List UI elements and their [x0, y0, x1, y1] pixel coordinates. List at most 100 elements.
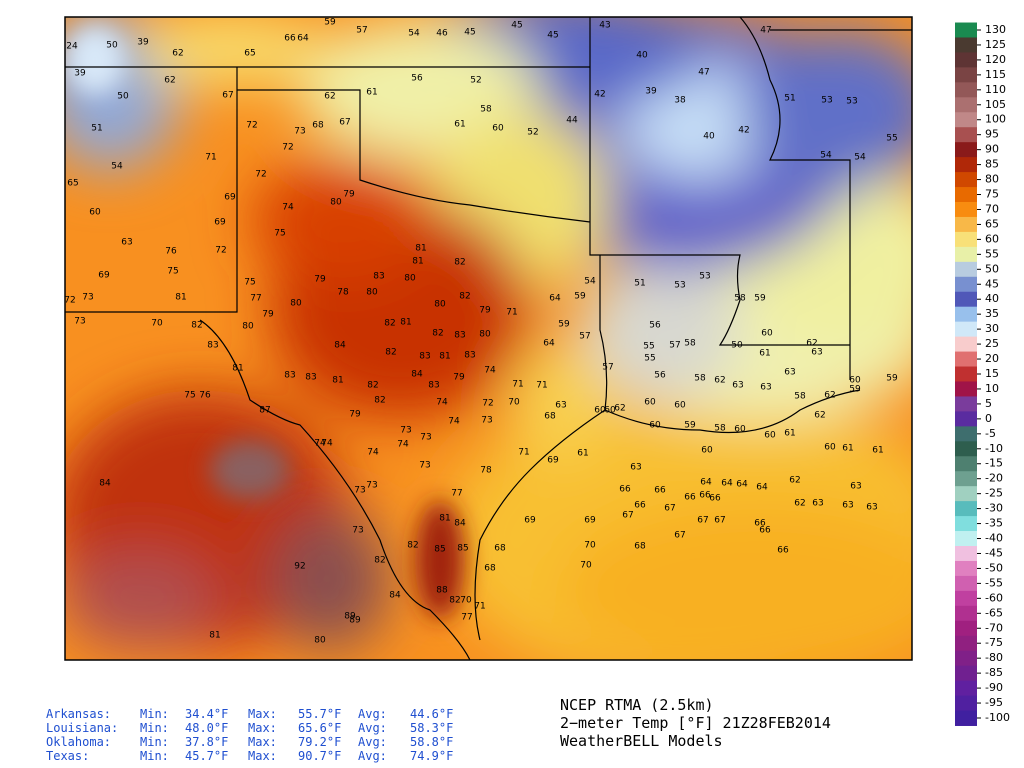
color-swatch	[955, 665, 977, 682]
station-value: 65	[67, 179, 78, 189]
station-value: 73	[74, 317, 85, 327]
color-swatch	[955, 202, 977, 218]
station-value: 51	[91, 124, 102, 134]
station-value: 58	[480, 105, 492, 115]
station-value: 73	[400, 426, 411, 436]
station-value: 71	[518, 448, 529, 458]
station-value: 58	[794, 392, 806, 402]
station-value: 54	[111, 162, 123, 172]
color-swatch	[955, 516, 977, 532]
state-borders	[64, 16, 913, 661]
station-value: 78	[480, 466, 492, 476]
station-value: 60	[594, 406, 606, 416]
station-value: 60	[674, 401, 686, 411]
station-value: 76	[199, 391, 211, 401]
color-swatch	[955, 396, 977, 412]
scale-label: -75	[985, 636, 1003, 649]
station-value: 62	[794, 499, 805, 509]
color-swatch	[955, 531, 977, 547]
stat-label: Max:	[248, 707, 277, 721]
scale-label: -60	[985, 591, 1003, 604]
station-value: 81	[209, 631, 220, 641]
station-value: 38	[674, 96, 686, 106]
station-value: 45	[511, 21, 522, 31]
station-value: 55	[886, 134, 897, 144]
station-value: 63	[812, 499, 823, 509]
station-value: 74	[314, 439, 326, 449]
station-value: 84	[411, 370, 423, 380]
station-value: 60	[764, 431, 776, 441]
station-value: 80	[242, 322, 254, 332]
station-value: 80	[290, 299, 302, 309]
station-value: 74	[484, 366, 496, 376]
station-value: 85	[434, 545, 445, 555]
stat-label: Min:	[140, 721, 169, 735]
station-value: 72	[482, 399, 493, 409]
station-value: 51	[784, 94, 795, 104]
station-value: 72	[215, 246, 226, 256]
color-swatch	[955, 37, 977, 53]
station-value: 60	[89, 208, 101, 218]
station-value: 39	[645, 87, 657, 97]
station-value: 63	[732, 381, 743, 391]
station-value: 59	[886, 374, 898, 384]
scale-label: 40	[985, 292, 999, 305]
stat-label: Min:	[140, 707, 169, 721]
scale-label: -45	[985, 546, 1003, 559]
caption-line: NCEP RTMA (2.5km)	[560, 696, 714, 714]
stat-value: 44.6°F	[410, 707, 453, 721]
station-value: 62	[614, 404, 625, 414]
color-swatch	[955, 52, 977, 68]
color-swatch	[955, 157, 977, 173]
color-swatch	[955, 486, 977, 502]
scale-label: 125	[985, 38, 1006, 51]
station-value: 79	[453, 373, 465, 383]
station-value: 64	[756, 483, 768, 493]
station-value: 81	[439, 514, 450, 524]
stat-value: 58.3°F	[410, 721, 453, 735]
stat-value: 37.8°F	[185, 735, 228, 749]
station-value: 74	[436, 398, 448, 408]
station-value: 59	[849, 385, 861, 395]
station-value: 62	[824, 391, 835, 401]
station-value: 81	[175, 293, 186, 303]
station-value: 70	[580, 561, 592, 571]
station-value: 66	[754, 519, 766, 529]
station-value: 45	[464, 28, 475, 38]
station-value: 87	[259, 406, 270, 416]
scale-label: -50	[985, 561, 1003, 574]
caption-line: WeatherBELL Models	[560, 732, 723, 750]
scale-label: 130	[985, 23, 1006, 36]
station-value: 46	[436, 29, 448, 39]
station-value: 74	[448, 417, 460, 427]
station-value: 71	[512, 380, 523, 390]
scale-label: 25	[985, 337, 999, 350]
scale-label: -65	[985, 606, 1003, 619]
station-value: 73	[420, 433, 431, 443]
scale-label: 15	[985, 367, 999, 380]
station-value: 63	[866, 503, 877, 513]
station-value: 82	[459, 292, 470, 302]
station-value: 73	[352, 526, 363, 536]
station-value: 88	[436, 586, 448, 596]
stat-value: 90.7°F	[298, 749, 341, 763]
station-value: 75	[184, 391, 195, 401]
scale-label: 80	[985, 173, 999, 186]
scale-label: 85	[985, 158, 999, 171]
station-value: 57	[669, 341, 680, 351]
station-value: 67	[714, 516, 725, 526]
station-value: 66	[699, 491, 711, 501]
station-value: 62	[324, 92, 335, 102]
color-swatch	[955, 261, 977, 278]
station-value: 68	[544, 412, 556, 422]
scale-label: -40	[985, 532, 1003, 545]
scale-label: 110	[985, 83, 1006, 96]
station-value: 69	[98, 271, 110, 281]
stat-label: Avg:	[358, 735, 387, 749]
station-value: 73	[354, 486, 365, 496]
station-value: 70	[508, 398, 520, 408]
station-value: 54	[854, 153, 866, 163]
stat-value: 79.2°F	[298, 735, 341, 749]
color-swatch	[955, 605, 977, 622]
